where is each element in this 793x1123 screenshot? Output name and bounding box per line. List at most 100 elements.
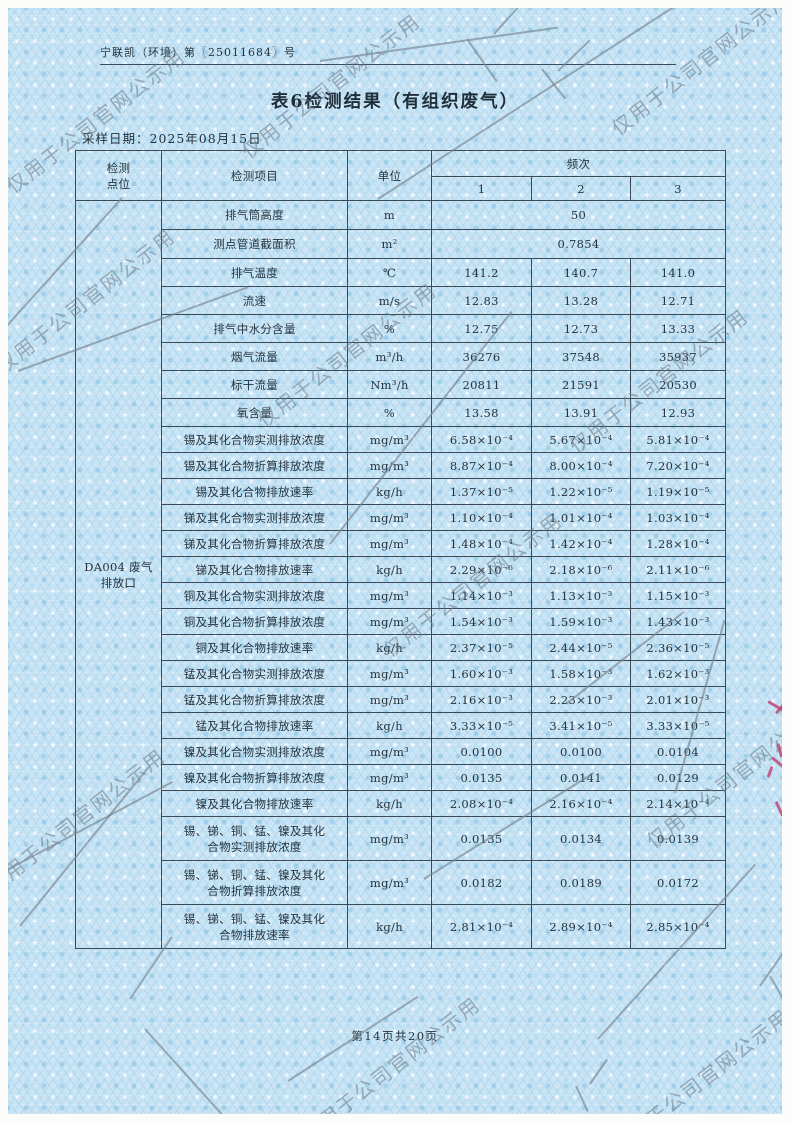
value-cell: 2.11×10⁻⁶ [629, 556, 727, 583]
value-cell: 5.67×10⁻⁴ [531, 426, 631, 453]
value-cell: 12.93 [629, 398, 727, 427]
table-row: 氧含量 % 13.58 13.91 12.93 [76, 398, 727, 427]
value-cell: 2.29×10⁻⁶ [431, 556, 532, 583]
value-cell: 12.83 [431, 286, 532, 315]
value-cell: 1.13×10⁻³ [531, 582, 631, 609]
report-number: 宁联凯（环境）第〖25011684〗号 [100, 44, 676, 65]
value-cell: 13.28 [531, 286, 631, 315]
value-cell: 1.60×10⁻³ [431, 660, 532, 687]
pen-stroke [589, 1058, 609, 1085]
col-header-unit: 单位 [347, 150, 432, 201]
unit-cell: kg/h [347, 478, 432, 505]
pen-stroke [575, 1085, 589, 1112]
value-cell: 1.54×10⁻³ [431, 608, 532, 635]
value-cell: 0.0172 [629, 860, 727, 905]
value-cell: 2.81×10⁻⁴ [431, 904, 532, 949]
unit-cell: mg/m³ [347, 816, 432, 861]
item-cell: 测点管道截面积 [161, 229, 348, 259]
item-cell: 烟气流量 [161, 342, 348, 371]
col-header-point: 检测 点位 [75, 150, 162, 201]
value-cell: 2.85×10⁻⁴ [629, 904, 727, 949]
sample-date: 采样日期：2025年08月15日 [82, 131, 262, 146]
red-mark-stroke [767, 700, 782, 715]
table-row: 锡及其化合物实测排放浓度 mg/m³ 6.58×10⁻⁴ 5.67×10⁻⁴ 5… [76, 426, 727, 453]
item-cell: 铜及其化合物实测排放浓度 [161, 582, 348, 609]
value-cell: 2.16×10⁻³ [431, 686, 532, 713]
value-cell: 13.91 [531, 398, 631, 427]
value-cell: 0.0135 [431, 764, 532, 791]
value-cell: 0.0139 [629, 816, 727, 861]
item-cell: 锡及其化合物排放速率 [161, 478, 348, 505]
table-row: 锑及其化合物折算排放浓度 mg/m³ 1.48×10⁻⁴ 1.42×10⁻⁴ 1… [76, 530, 727, 557]
unit-cell: mg/m³ [347, 686, 432, 713]
col-header-frequency: 频次 [430, 150, 727, 177]
item-cell: 排气中水分含量 [161, 314, 348, 343]
value-cell: 2.44×10⁻⁵ [531, 634, 631, 661]
value-cell: 2.16×10⁻⁴ [531, 790, 631, 817]
value-cell: 2.18×10⁻⁶ [531, 556, 631, 583]
value-cell: 3.33×10⁻⁵ [629, 712, 727, 739]
table-row: DA004 废气 排放口 排气筒高度 m 50 [75, 200, 727, 949]
security-pattern-paper: 宁联凯（环境）第〖25011684〗号 表6检测结果（有组织废气） 采样日期：2… [8, 8, 782, 1114]
table-row: 排气温度 ℃ 141.2 140.7 141.0 [76, 258, 727, 287]
value-cell: 1.10×10⁻⁴ [431, 504, 532, 531]
col-header-item: 检测项目 [161, 150, 348, 201]
table-row: 锰及其化合物折算排放浓度 mg/m³ 2.16×10⁻³ 2.23×10⁻³ 2… [76, 686, 727, 713]
results-table-wrap: 检测 点位 检测项目 单位 频次 1 2 3 DA004 废气 排放口 排气筒高… [75, 150, 727, 949]
unit-cell: m [347, 200, 432, 230]
table-row: 流速 m/s 12.83 13.28 12.71 [76, 286, 727, 315]
value-cell: 1.01×10⁻⁴ [531, 504, 631, 531]
value-cell: 5.81×10⁻⁴ [629, 426, 727, 453]
unit-cell: kg/h [347, 556, 432, 583]
table-row: 标干流量 Nm³/h 20811 21591 20530 [76, 370, 727, 399]
red-mark-stroke [766, 765, 774, 779]
value-cell: 0.0100 [531, 738, 631, 765]
unit-cell: mg/m³ [347, 582, 432, 609]
table-row: 铜及其化合物折算排放浓度 mg/m³ 1.54×10⁻³ 1.59×10⁻³ 1… [76, 608, 727, 635]
value-cell: 12.71 [629, 286, 727, 315]
item-cell: 镍及其化合物排放速率 [161, 790, 348, 817]
value-cell: 12.75 [431, 314, 532, 343]
pen-stroke [759, 952, 782, 987]
item-cell: 锡、锑、铜、锰、镍及其化 合物折算排放浓度 [161, 860, 348, 905]
value-cell: 2.36×10⁻⁵ [629, 634, 727, 661]
value-cell: 1.59×10⁻³ [531, 608, 631, 635]
item-cell: 铜及其化合物排放速率 [161, 634, 348, 661]
page-number: 第14页共20页 [351, 1029, 439, 1043]
unit-cell: kg/h [347, 790, 432, 817]
table-row: 测点管道截面积 m² 0.7854 [76, 229, 727, 259]
value-cell: 2.89×10⁻⁴ [531, 904, 631, 949]
watermark-text: 仅用于公司官网公示用 [606, 1004, 782, 1114]
value-cell: 0.0134 [531, 816, 631, 861]
watermark-text: 仅用于公司官网公示用 [236, 9, 425, 164]
value-cell: 13.58 [431, 398, 532, 427]
value-cell: 1.62×10⁻³ [629, 660, 727, 687]
item-cell: 锰及其化合物排放速率 [161, 712, 348, 739]
item-cell: 锡、锑、铜、锰、镍及其化 合物实测排放浓度 [161, 816, 348, 861]
item-cell: 锰及其化合物折算排放浓度 [161, 686, 348, 713]
value-cell: 2.23×10⁻³ [531, 686, 631, 713]
unit-cell: % [347, 314, 432, 343]
table-row: 锡、锑、铜、锰、镍及其化 合物折算排放浓度 mg/m³ 0.0182 0.018… [76, 860, 727, 905]
value-cell: 3.41×10⁻⁵ [531, 712, 631, 739]
value-cell: 20811 [431, 370, 532, 399]
table-row: 镍及其化合物排放速率 kg/h 2.08×10⁻⁴ 2.16×10⁻⁴ 2.14… [76, 790, 727, 817]
item-cell: 锡及其化合物折算排放浓度 [161, 452, 348, 479]
item-cell: 标干流量 [161, 370, 348, 399]
item-cell: 锑及其化合物折算排放浓度 [161, 530, 348, 557]
value-cell: 0.0104 [629, 738, 727, 765]
item-cell: 排气筒高度 [161, 200, 348, 230]
red-mark-stroke [771, 756, 782, 769]
value-cell: 1.43×10⁻³ [629, 608, 727, 635]
value-cell: 0.0100 [431, 738, 532, 765]
table-row: 锡及其化合物排放速率 kg/h 1.37×10⁻⁵ 1.22×10⁻⁵ 1.19… [76, 478, 727, 505]
unit-cell: mg/m³ [347, 738, 432, 765]
value-cell: 6.58×10⁻⁴ [431, 426, 532, 453]
results-table: 检测 点位 检测项目 单位 频次 1 2 3 DA004 废气 排放口 排气筒高… [75, 150, 727, 949]
item-cell: 锰及其化合物实测排放浓度 [161, 660, 348, 687]
value-cell: 2.01×10⁻³ [629, 686, 727, 713]
value-cell: 1.15×10⁻³ [629, 582, 727, 609]
value-cell: 1.14×10⁻³ [431, 582, 532, 609]
value-cell: 8.00×10⁻⁴ [531, 452, 631, 479]
